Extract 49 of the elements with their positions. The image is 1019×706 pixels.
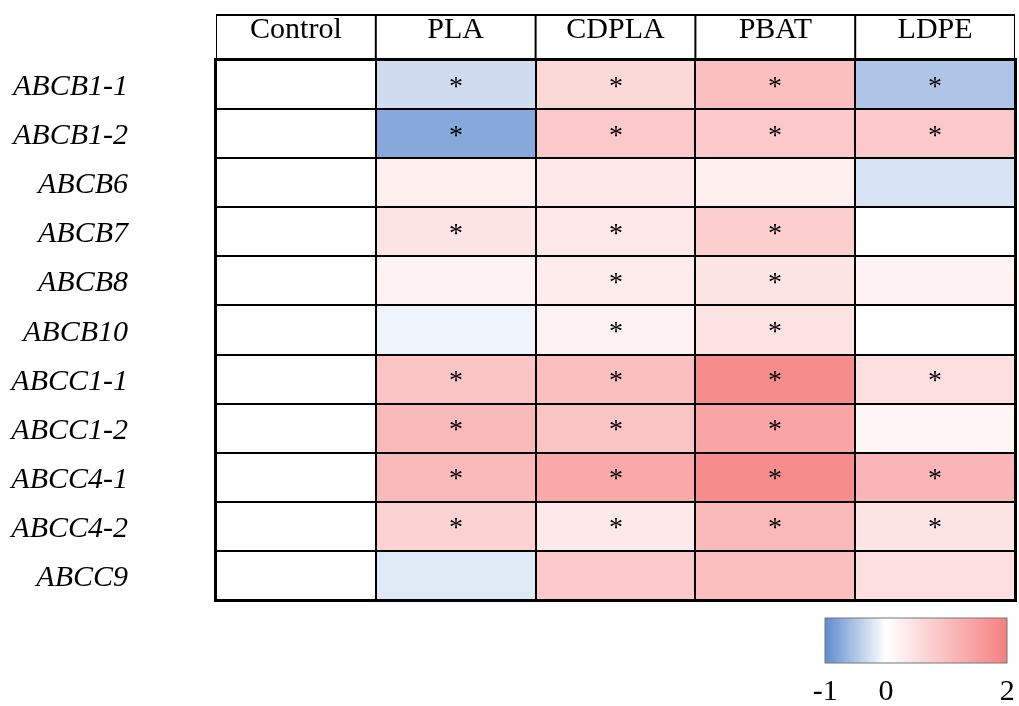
data-label: * (449, 118, 463, 150)
y-tick-label: ABCB1-1 (11, 68, 128, 102)
data-label: * (768, 118, 782, 150)
data-label: * (609, 118, 623, 150)
data-label: * (449, 510, 463, 542)
y-tick-label: ABCB7 (36, 215, 130, 249)
data-label: * (449, 69, 463, 101)
data-label: * (609, 510, 623, 542)
y-tick-label: ABCB10 (21, 313, 128, 347)
data-label: * (768, 363, 782, 395)
data-label: * (609, 363, 623, 395)
y-tick-label: ABCC4-1 (9, 460, 128, 494)
data-label: * (609, 412, 623, 444)
color-bar-label: 2 (999, 673, 1015, 706)
x-tick-label: LDPE (897, 11, 973, 44)
data-label: * (449, 461, 463, 493)
data-label: * (928, 118, 942, 150)
data-label: * (609, 461, 623, 493)
y-tick-label: ABCC1-1 (9, 362, 128, 396)
data-label: * (609, 265, 623, 297)
color-bar-label: -1 (812, 673, 838, 706)
y-tick-label: ABCB1-2 (11, 117, 128, 151)
data-label: * (768, 69, 782, 101)
y-tick-label: ABCB6 (36, 166, 128, 200)
y-tick-label: ABCC1-2 (9, 411, 128, 445)
data-label: * (768, 510, 782, 542)
y-tick-label: ABCC9 (34, 558, 128, 592)
x-tick-label: PBAT (738, 11, 812, 44)
data-label: * (928, 363, 942, 395)
data-label: * (928, 510, 942, 542)
data-label: * (609, 314, 623, 346)
data-label: * (609, 216, 623, 248)
x-tick-label: Control (250, 11, 342, 44)
data-label: * (928, 461, 942, 493)
data-label: * (928, 69, 942, 101)
data-label: * (768, 314, 782, 346)
data-label: * (768, 412, 782, 444)
data-label: * (449, 216, 463, 248)
y-tick-label: ABCC4-2 (9, 509, 128, 543)
data-label: * (768, 216, 782, 248)
data-label: * (768, 265, 782, 297)
x-tick-label: CDPLA (566, 11, 665, 44)
data-label: * (449, 363, 463, 395)
x-tick-label: PLA (427, 11, 485, 44)
color-bar-label: 0 (878, 673, 894, 706)
data-label: * (609, 69, 623, 101)
data-label: * (768, 461, 782, 493)
data-label: * (449, 412, 463, 444)
y-tick-label: ABCB8 (36, 264, 128, 298)
